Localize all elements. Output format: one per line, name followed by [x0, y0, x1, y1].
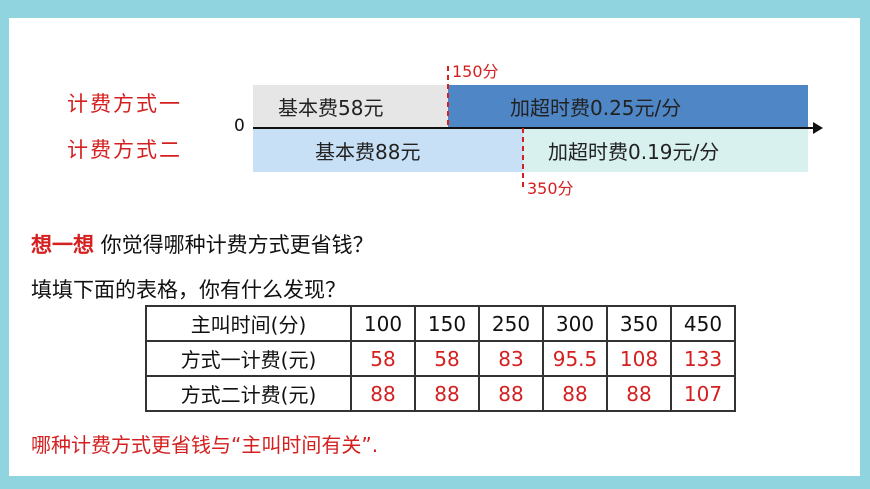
axis-arrow-icon: [813, 122, 823, 134]
plan1-base-segment: 基本费58元: [253, 85, 448, 127]
table-cell: 133: [670, 340, 736, 377]
mark1-label: 150分: [452, 62, 499, 81]
plan2-label: 计费方式二: [67, 138, 182, 162]
axis-origin-label: 0: [234, 116, 245, 136]
row2-label: 方式二计费(元): [145, 375, 352, 412]
table-cell: 108: [606, 340, 672, 377]
fill-prompt: 填填下面的表格，你有什么发现？: [31, 278, 346, 302]
table-cell: 300: [542, 305, 608, 342]
fee-table: 主叫时间(分) 100 150 250 300 350 450 方式一计费(元)…: [145, 305, 736, 412]
plan1-base-label: 基本费58元: [278, 95, 384, 120]
table-cell: 350: [606, 305, 672, 342]
table-cell: 88: [606, 375, 672, 412]
table-cell: 83: [478, 340, 544, 377]
table-cell: 250: [478, 305, 544, 342]
table-row: 方式二计费(元) 88 88 88 88 88 107: [145, 375, 736, 412]
plan1-extra-label: 加超时费0.25元/分: [510, 95, 682, 120]
slide: 计费方式一 计费方式二 0 基本费58元 加超时费0.25元/分 基本费88元 …: [9, 18, 860, 476]
table-header-row: 主叫时间(分) 100 150 250 300 350 450: [145, 305, 736, 342]
table-cell: 88: [478, 375, 544, 412]
conclusion-text: 哪种计费方式更省钱与“主叫时间有关”.: [31, 433, 379, 457]
table-cell: 58: [414, 340, 480, 377]
table-cell: 150: [414, 305, 480, 342]
header-label: 主叫时间(分): [145, 305, 352, 342]
question-head: 想一想: [31, 233, 94, 257]
table-cell: 88: [542, 375, 608, 412]
table-cell: 100: [350, 305, 416, 342]
table-cell: 88: [350, 375, 416, 412]
question-text: 你觉得哪种计费方式更省钱？: [94, 233, 374, 257]
table-cell: 107: [670, 375, 736, 412]
table-cell: 450: [670, 305, 736, 342]
table-cell: 88: [414, 375, 480, 412]
plan1-label: 计费方式一: [67, 92, 182, 116]
row1-label: 方式一计费(元): [145, 340, 352, 377]
table-row: 方式一计费(元) 58 58 83 95.5 108 133: [145, 340, 736, 377]
table-cell: 95.5: [542, 340, 608, 377]
plan2-base-segment: 基本费88元: [253, 129, 523, 172]
plan2-base-label: 基本费88元: [315, 140, 421, 164]
plan2-extra-label: 加超时费0.19元/分: [548, 140, 720, 164]
question-line: 想一想 你觉得哪种计费方式更省钱？: [31, 229, 374, 259]
table-cell: 58: [350, 340, 416, 377]
mark2-label: 350分: [527, 179, 574, 198]
plan2-extra-segment: 加超时费0.19元/分: [523, 129, 808, 172]
timeline-axis: [253, 66, 823, 190]
plan1-extra-segment: 加超时费0.25元/分: [448, 85, 808, 127]
